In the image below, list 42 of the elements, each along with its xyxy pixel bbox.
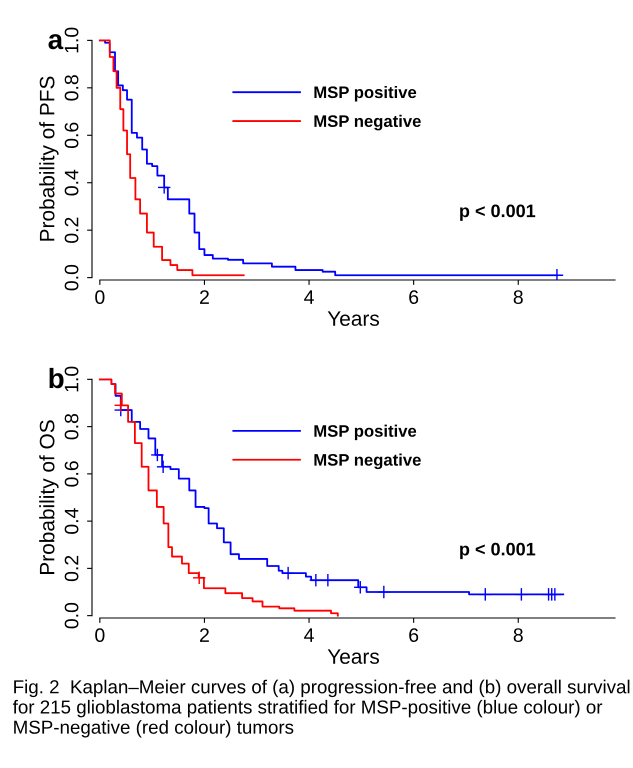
point <box>150 448 164 462</box>
y-tick-label: 0.0 <box>64 264 78 290</box>
x-tick-label: 4 <box>304 628 314 642</box>
x-tick-label: 6 <box>409 628 418 642</box>
legend-label: MSP negative <box>314 454 421 470</box>
x-tick-label: 0 <box>95 290 104 304</box>
y-tick-label: 1.0 <box>64 366 78 392</box>
y-tick-label: 0.8 <box>64 75 78 101</box>
y-tick-label: 1.0 <box>64 28 78 52</box>
caption: Fig. 2 Kaplan–Meier curves of (a) progression-free and (b) overall survival for 215 glioblastoma patients stratified for MSP-positive (blue colour) or MSP-negative (red colour) tumors <box>12 680 630 738</box>
text: a <box>48 34 64 50</box>
point <box>514 587 528 602</box>
legend-label: MSP negative <box>314 114 421 130</box>
point <box>548 587 562 602</box>
y-tick-label: 0.4 <box>64 508 78 534</box>
point <box>281 566 296 580</box>
y-axis-title: Probability of OS <box>39 420 59 574</box>
legend-label: MSP positive <box>314 424 416 440</box>
annotation: p < 0.001 <box>460 204 536 221</box>
y-axis-title: Probability of PFS <box>39 76 59 241</box>
annotation: p < 0.001 <box>460 542 536 560</box>
x-tick-label: 2 <box>200 628 209 642</box>
point <box>478 587 492 602</box>
y-tick-label: 0.6 <box>64 122 78 148</box>
y-tick-label: 0.8 <box>64 414 78 440</box>
y-tick-label: 0.2 <box>64 556 78 582</box>
y-tick-label: 0.6 <box>64 461 78 487</box>
x-tick-label: 4 <box>304 290 314 304</box>
x-axis-title: Years <box>328 311 380 326</box>
x-tick-label: 8 <box>514 290 523 304</box>
x-tick-label: 6 <box>409 290 418 304</box>
text: b <box>50 368 64 388</box>
point <box>192 570 206 585</box>
y-tick-label: 0.2 <box>64 218 78 243</box>
x-tick-label: 0 <box>95 628 104 642</box>
x-tick-label: 2 <box>200 290 209 304</box>
point <box>376 585 391 599</box>
y-tick-label: 0.4 <box>64 170 78 196</box>
x-tick-label: 8 <box>514 628 523 642</box>
x-axis-title: Years <box>328 649 380 664</box>
legend-label: MSP positive <box>314 86 416 102</box>
y-tick-label: 0.0 <box>64 602 78 628</box>
